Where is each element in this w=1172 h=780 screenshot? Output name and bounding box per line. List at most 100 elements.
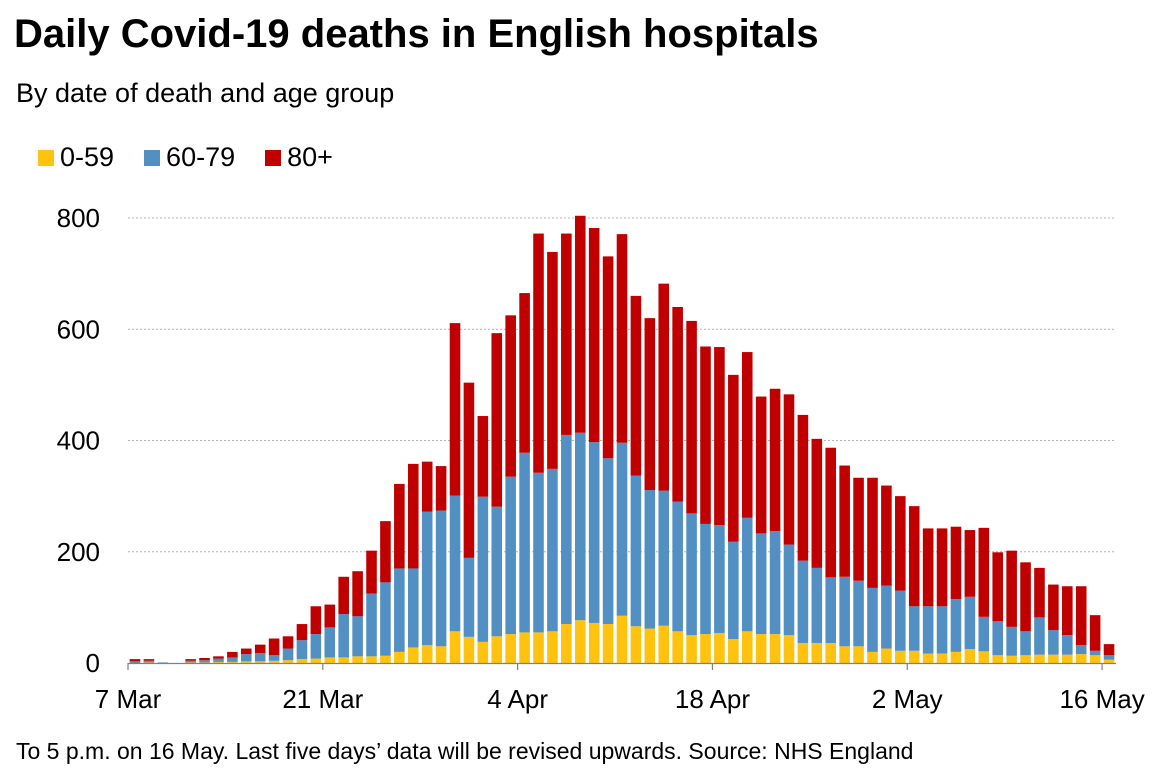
- bar-80plus-9-Apr: [588, 228, 600, 443]
- bar-80plus-20-Apr: [741, 352, 753, 518]
- bar-0-59-19-Apr: [728, 639, 739, 663]
- bar-0-59-20-Mar: [310, 658, 322, 663]
- bar-80plus-14-Apr: [658, 283, 670, 491]
- bar-80plus-1-Apr: [477, 416, 489, 497]
- x-tick-label: 4 Apr: [487, 684, 548, 714]
- y-tick-label: 600: [57, 314, 100, 344]
- bar-80plus-16-May: [1103, 644, 1115, 656]
- bar-60-79-26-Mar: [394, 568, 405, 652]
- bar-80plus-13-Apr: [644, 318, 656, 491]
- bar-60-79-31-Mar: [463, 557, 475, 637]
- bar-80plus-14-May: [1075, 586, 1087, 646]
- bar-60-79-7-May: [978, 616, 990, 652]
- bar-0-59-7-Apr: [561, 624, 572, 663]
- bar-60-79-14-May: [1075, 645, 1087, 655]
- bar-0-59-17-Mar: [268, 660, 280, 663]
- bar-80plus-10-Apr: [602, 256, 614, 459]
- bar-0-59-7-May: [978, 651, 990, 663]
- bar-60-79-30-Apr: [881, 585, 892, 649]
- bar-60-79-29-Apr: [867, 587, 878, 652]
- bar-60-79-8-May: [992, 621, 1004, 656]
- bar-80plus-12-Mar: [199, 657, 210, 661]
- bar-80plus-15-Apr: [672, 307, 683, 502]
- bar-0-59-4-May: [936, 653, 948, 663]
- bar-60-79-27-Mar: [407, 568, 419, 648]
- bar-60-79-22-Apr: [769, 531, 781, 635]
- bar-0-59-3-Apr: [505, 634, 516, 664]
- bar-80plus-28-Mar: [421, 461, 433, 512]
- bar-0-59-5-May: [950, 651, 962, 664]
- bar-0-59-29-Apr: [867, 651, 878, 664]
- bar-0-59-30-Mar: [449, 631, 461, 663]
- bar-60-79-19-Apr: [728, 541, 739, 640]
- bar-0-59-16-Mar: [254, 661, 266, 663]
- bars: [129, 215, 1115, 664]
- bar-0-59-14-May: [1075, 654, 1087, 663]
- bar-80plus-5-Apr: [533, 233, 544, 473]
- bar-80plus-22-Mar: [338, 576, 349, 615]
- bar-60-79-14-Mar: [227, 657, 238, 662]
- bar-0-59-12-May: [1048, 654, 1059, 663]
- bar-0-59-6-May: [964, 649, 976, 663]
- bar-80plus-10-May: [1020, 562, 1031, 632]
- bar-60-79-12-May: [1048, 630, 1059, 655]
- bar-60-79-15-May: [1089, 650, 1101, 656]
- bar-0-59-22-Mar: [338, 657, 349, 663]
- legend-swatch-60-79: [144, 149, 161, 166]
- bar-60-79-11-Mar: [185, 660, 196, 663]
- bar-60-79-9-Apr: [588, 442, 600, 623]
- bar-0-59-14-Apr: [658, 625, 670, 663]
- bar-60-79-15-Apr: [672, 501, 683, 632]
- bar-80plus-9-May: [1006, 550, 1017, 627]
- bar-80plus-17-Mar: [268, 638, 280, 656]
- bar-0-59-16-Apr: [686, 635, 697, 663]
- bar-60-79-30-Mar: [449, 495, 461, 632]
- bar-0-59-8-Apr: [574, 620, 586, 663]
- bar-60-79-3-Apr: [505, 476, 516, 635]
- bar-80plus-16-Apr: [686, 320, 697, 514]
- bar-60-79-16-Apr: [686, 513, 697, 636]
- bar-60-79-17-Apr: [700, 523, 711, 635]
- bar-0-59-16-May: [1103, 659, 1115, 663]
- bar-0-59-15-Apr: [672, 631, 683, 663]
- bar-60-79-21-Apr: [755, 533, 767, 635]
- bar-60-79-6-Apr: [547, 468, 558, 632]
- legend-label-80-plus: 80+: [287, 142, 333, 172]
- bar-80plus-19-Mar: [296, 624, 308, 641]
- bar-60-79-4-May: [936, 606, 948, 654]
- y-tick-label: 0: [86, 648, 100, 678]
- bar-80plus-23-Mar: [352, 571, 363, 617]
- bar-80plus-24-Mar: [366, 550, 377, 594]
- bar-60-79-10-Apr: [602, 458, 614, 625]
- legend-swatch-80-plus: [265, 149, 282, 166]
- bar-0-59-26-Mar: [394, 651, 405, 664]
- bar-80plus-13-Mar: [213, 656, 224, 659]
- bar-60-79-8-Apr: [574, 432, 586, 621]
- axes: [127, 662, 1116, 670]
- bar-80plus-7-Apr: [561, 233, 572, 435]
- bar-80plus-12-Apr: [630, 295, 642, 476]
- bar-0-59-23-Apr: [783, 635, 795, 663]
- bar-80plus-3-May: [922, 528, 934, 607]
- bar-80plus-8-Apr: [574, 215, 586, 433]
- bar-60-79-7-Mar: [129, 661, 141, 663]
- bar-60-79-25-Mar: [380, 582, 391, 656]
- bar-0-59-13-May: [1062, 654, 1073, 663]
- bar-0-59-13-Mar: [213, 661, 224, 663]
- x-tick-label: 18 Apr: [675, 684, 751, 714]
- bar-0-59-5-Apr: [533, 632, 544, 663]
- x-axis-tick-labels: 7 Mar 21 Mar 4 Apr 18 Apr 2 May 16 May: [95, 684, 1145, 714]
- bar-80plus-25-Apr: [811, 438, 823, 568]
- bar-80plus-23-Apr: [783, 394, 795, 545]
- bar-80plus-13-May: [1062, 586, 1073, 636]
- bar-80plus-8-May: [992, 552, 1004, 622]
- bar-60-79-2-Apr: [491, 506, 503, 637]
- bar-80plus-15-Mar: [240, 648, 252, 655]
- bar-0-59-27-Apr: [839, 646, 850, 663]
- bar-0-59-6-Apr: [547, 631, 558, 663]
- bar-0-59-28-Mar: [421, 645, 433, 663]
- bar-80plus-2-Apr: [491, 333, 503, 507]
- bar-80plus-8-Mar: [143, 659, 155, 661]
- x-tick-label: 21 Mar: [282, 684, 363, 714]
- bar-80plus-16-Mar: [254, 644, 266, 653]
